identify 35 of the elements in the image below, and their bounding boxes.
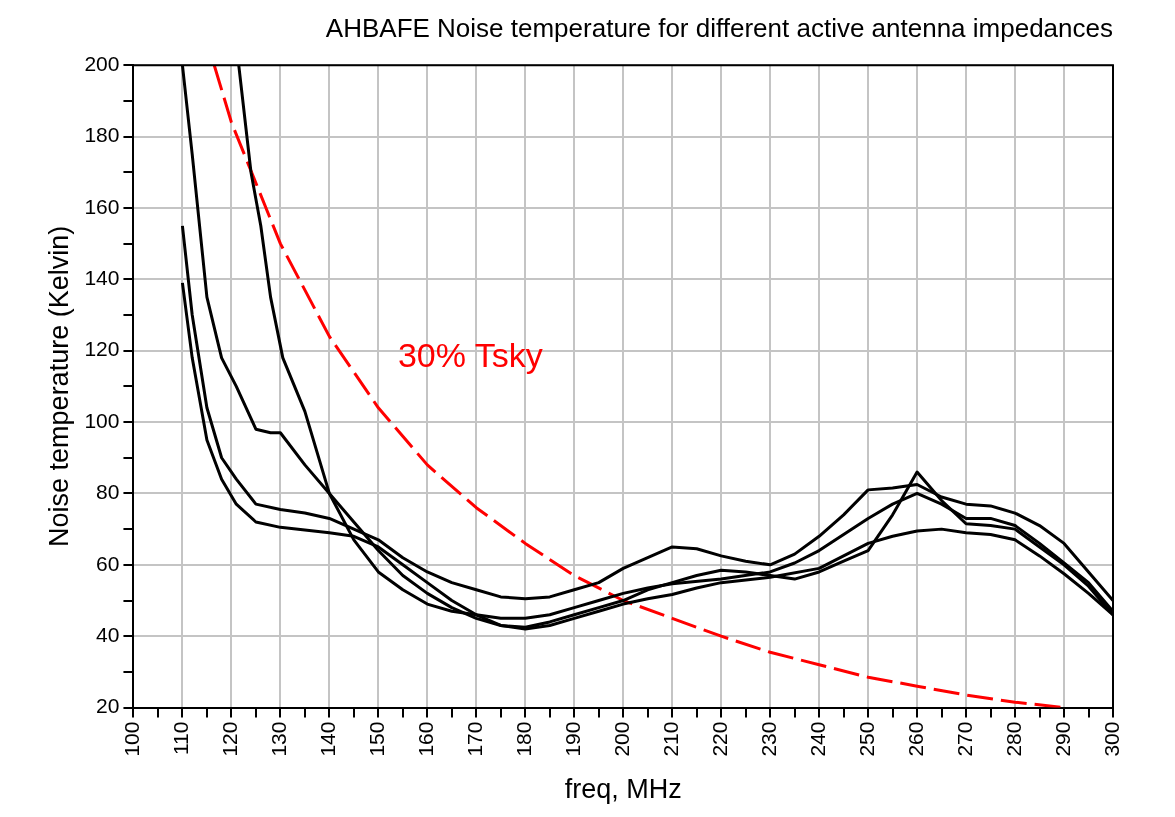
x-tick-label: 200 [610, 721, 634, 757]
x-tick-label: 140 [316, 721, 340, 757]
y-tick-label: 160 [84, 194, 120, 218]
x-tick-label: 210 [658, 721, 682, 757]
y-tick-label: 140 [84, 266, 120, 290]
x-tick-label: 170 [463, 721, 487, 757]
x-tick-label: 110 [169, 721, 193, 756]
x-tick-label: 240 [805, 721, 829, 757]
x-tick-label: 160 [414, 721, 438, 757]
x-tick-label: 100 [120, 721, 144, 757]
y-tick-label: 120 [84, 337, 120, 361]
x-tick-label: 290 [1050, 721, 1074, 757]
x-axis-title: freq, MHz [564, 774, 682, 805]
x-tick-label: 280 [1001, 721, 1025, 757]
annotation: 30% Tsky [397, 335, 543, 374]
x-tick-label: 130 [267, 721, 291, 757]
x-tick-label: 150 [365, 721, 389, 757]
y-tick-label: 60 [96, 551, 120, 575]
chart-title: AHBAFE Noise temperature for different active antenna impedances [325, 12, 1113, 43]
x-tick-label: 230 [756, 721, 780, 757]
y-tick-label: 100 [84, 408, 120, 432]
x-tick-label: 260 [903, 721, 927, 757]
x-tick-label: 220 [707, 721, 731, 757]
x-tick-label: 180 [512, 721, 536, 757]
x-tick-label: 270 [952, 721, 976, 757]
x-tick-label: 120 [218, 721, 242, 757]
y-tick-label: 80 [96, 480, 120, 504]
x-tick-label: 190 [561, 721, 585, 757]
y-tick-label: 180 [84, 123, 120, 147]
x-tick-label: 300 [1099, 721, 1123, 757]
y-tick-label: 40 [96, 622, 120, 646]
x-tick-label: 250 [854, 721, 878, 757]
y-tick-label: 200 [84, 52, 120, 75]
y-axis-title: Noise temperature (Kelvin) [43, 225, 74, 547]
y-tick-label: 20 [96, 694, 120, 718]
